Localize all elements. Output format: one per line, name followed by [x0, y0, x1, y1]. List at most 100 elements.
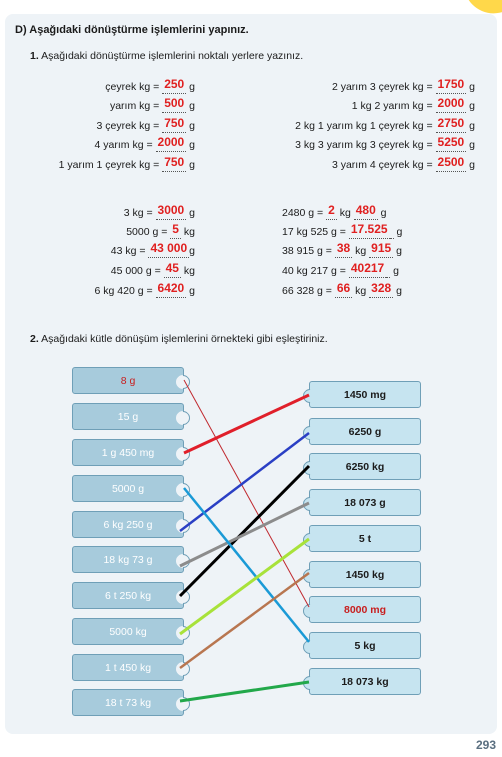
row-unit: g [186, 207, 195, 219]
answer-blank: 915 [369, 241, 394, 258]
left-box[interactable]: 5000 kg [72, 618, 184, 645]
answer-blank: 17.525 [348, 222, 390, 239]
line-18kg73g-18073g [179, 501, 310, 568]
page-number: 293 [475, 738, 496, 752]
right-box[interactable]: 5 t [309, 525, 421, 552]
row-answer-2: 915 [371, 241, 392, 255]
row-answer: 17.525 [350, 222, 388, 236]
left_rows2-row: 3 kg = 3000 g [123, 203, 195, 220]
left_rows2-row: 43 kg = 43 000 g [110, 241, 195, 258]
row-unit: kg [336, 207, 354, 219]
answer-blank: 2000 [435, 96, 467, 113]
left-box[interactable]: 6 t 250 kg [72, 582, 184, 609]
left_rows-row: çeyrek kg = 250 g [105, 77, 195, 94]
row-label: 40 kg 217 g = [282, 265, 349, 277]
answer-blank: 2500 [435, 155, 467, 172]
row-answer: 45 [165, 261, 179, 275]
left-box[interactable]: 8 g [72, 367, 184, 394]
row-answer: 2000 [437, 96, 465, 110]
row-label: 2 yarım 3 çeyrek kg = [331, 81, 436, 93]
right-box[interactable]: 18 073 kg [309, 668, 421, 695]
answer-blank: 500 [162, 96, 187, 113]
row-unit: kg [352, 285, 370, 297]
row-answer: 66 [336, 281, 351, 295]
answer-blank: 2000 [155, 135, 187, 152]
line-5000kg-5t [179, 537, 310, 636]
row-unit: g [393, 226, 403, 238]
right-box[interactable]: 8000 mg [309, 596, 421, 623]
row-answer: 2000 [157, 135, 185, 149]
row-answer: 750 [164, 116, 185, 130]
row-label: 43 kg = [110, 245, 149, 257]
row-label: 45 000 g = [110, 265, 164, 277]
right-box[interactable]: 5 kg [309, 632, 421, 659]
right_rows-row: 1 kg 2 yarım kg = 2000 g [351, 96, 475, 113]
row-unit: kg [180, 226, 195, 238]
right_rows-row: 3 yarım 4 çeyrek kg = 2500 g [331, 155, 475, 172]
answer-blank: 5 [170, 222, 181, 239]
answer-blank: 43 000 [148, 241, 190, 258]
row-answer: 250 [164, 77, 185, 91]
row-label: 4 yarım kg = [94, 139, 156, 151]
row-unit: g [466, 139, 475, 151]
answer-blank: 750 [162, 116, 187, 133]
question-2-text: Aşağıdaki kütle dönüşüm işlemlerini örne… [41, 333, 328, 345]
answer-blank: 480 [353, 203, 378, 220]
row-label: 38 915 g = [282, 245, 335, 257]
right_rows2-row: 40 kg 217 g = 40217 g [282, 261, 399, 278]
row-label: çeyrek kg = [105, 81, 163, 93]
left-box[interactable]: 1 g 450 mg [72, 439, 184, 466]
right-box[interactable]: 6250 g [309, 418, 421, 445]
row-label: yarım kg = [109, 100, 163, 112]
row-unit: kg [352, 245, 370, 257]
right_rows-row: 2 kg 1 yarım kg 1 çeyrek kg = 2750 g [295, 116, 475, 133]
row-answer: 6420 [157, 281, 185, 295]
row-answer: 750 [164, 155, 185, 169]
left-box[interactable]: 6 kg 250 g [72, 511, 184, 538]
row-label: 3 kg = [123, 207, 156, 219]
row-unit: g [393, 285, 402, 297]
answer-blank: 66 [334, 281, 353, 298]
answer-blank: 5250 [435, 135, 467, 152]
answer-blank: 2 [326, 203, 337, 220]
row-label: 5000 g = [126, 226, 171, 238]
row-unit: g [393, 245, 402, 257]
row-unit: g [466, 120, 475, 132]
row-unit: g [466, 159, 475, 171]
right_rows-row: 3 kg 3 yarım kg 3 çeyrek kg = 5250 g [295, 135, 475, 152]
left-box[interactable]: 15 g [72, 403, 184, 430]
row-unit: g [186, 139, 195, 151]
row-answer: 2 [328, 203, 335, 217]
left-box[interactable]: 5000 g [72, 475, 184, 502]
row-unit: g [186, 100, 195, 112]
question-2: 2. Aşağıdaki kütle dönüşüm işlemlerini ö… [30, 333, 328, 345]
answer-blank: 750 [162, 155, 187, 172]
row-label: 3 yarım 4 çeyrek kg = [331, 159, 436, 171]
row-label: 17 kg 525 g = [282, 226, 349, 238]
line-18t73kg-18073kg [179, 680, 310, 703]
left-box[interactable]: 18 kg 73 g [72, 546, 184, 573]
row-answer: 2750 [437, 116, 465, 130]
right_rows2-row: 38 915 g = 38 kg 915 g [282, 241, 402, 258]
left_rows2-row: 45 000 g = 45 kg [110, 261, 195, 278]
question-1-text: Aşağıdaki dönüştürme işlemlerini noktalı… [41, 50, 304, 62]
answer-blank: 40217 [348, 261, 387, 278]
left-box[interactable]: 1 t 450 kg [72, 654, 184, 681]
left-box[interactable]: 18 t 73 kg [72, 689, 184, 716]
question-1: 1. Aşağıdaki dönüştürme işlemlerini nokt… [30, 50, 303, 62]
left_rows-row: 4 yarım kg = 2000 g [94, 135, 195, 152]
row-label: 6 kg 420 g = [94, 285, 156, 297]
row-label: 1 kg 2 yarım kg = [351, 100, 436, 112]
line-6t250kg-6250kg [178, 464, 311, 598]
right-box[interactable]: 1450 mg [309, 381, 421, 408]
right-box[interactable]: 18 073 g [309, 489, 421, 516]
right-box[interactable]: 1450 kg [309, 561, 421, 588]
answer-blank: 3000 [155, 203, 187, 220]
row-answer: 5 [172, 222, 179, 236]
left_rows2-row: 5000 g = 5 kg [126, 222, 195, 239]
row-answer: 2500 [437, 155, 465, 169]
row-answer: 38 [336, 241, 351, 255]
answer-blank: 1750 [435, 77, 467, 94]
answer-blank: 328 [369, 281, 394, 298]
